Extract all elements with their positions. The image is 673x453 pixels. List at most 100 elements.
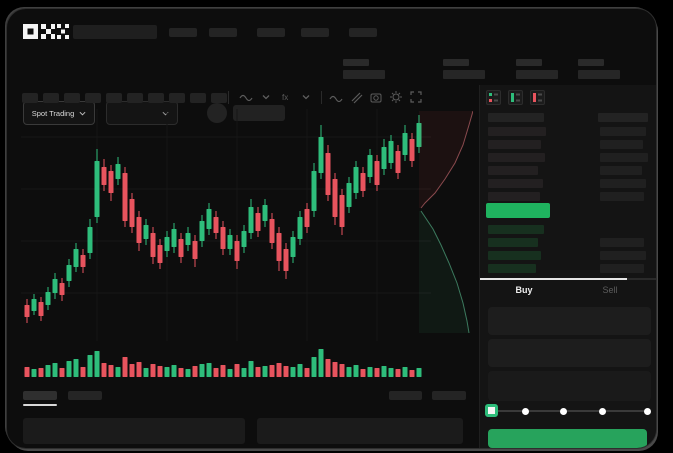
toolbar-divider xyxy=(321,91,322,104)
timeframe-button[interactable] xyxy=(64,93,80,103)
ask-price-placeholder xyxy=(488,166,538,175)
slider-stop[interactable] xyxy=(521,407,529,415)
timeframe-button[interactable] xyxy=(22,93,38,103)
timeframe-button[interactable] xyxy=(85,93,101,103)
ask-row[interactable] xyxy=(480,192,656,203)
trade-panel: Buy Sell xyxy=(479,85,656,448)
slider-stop[interactable] xyxy=(598,407,606,415)
total-input[interactable] xyxy=(488,371,651,401)
pair-selector-dropdown[interactable] xyxy=(106,101,178,125)
timeframe-button[interactable] xyxy=(211,93,227,103)
expand-icon[interactable] xyxy=(409,90,423,104)
stat-value-placeholder xyxy=(443,70,485,79)
ask-row[interactable] xyxy=(480,153,656,164)
candlestick-chart[interactable] xyxy=(21,109,473,387)
bottom-right-placeholder xyxy=(389,391,422,400)
bid-amount-placeholder xyxy=(600,264,644,273)
amount-slider-track[interactable] xyxy=(490,410,650,412)
ask-row[interactable] xyxy=(480,127,656,138)
nav-item-placeholder[interactable] xyxy=(301,28,329,37)
svg-text:fx: fx xyxy=(282,93,288,102)
amount-slider-handle[interactable] xyxy=(485,404,498,417)
bid-price-placeholder xyxy=(488,225,544,234)
ask-row[interactable] xyxy=(480,166,656,177)
ask-amount-placeholder xyxy=(600,153,648,162)
buy-order-button[interactable] xyxy=(488,429,647,448)
ask-amount-placeholder xyxy=(600,166,642,175)
bottom-tab-orders[interactable] xyxy=(23,391,57,400)
ask-amount-placeholder xyxy=(600,192,644,201)
stat-label-placeholder xyxy=(516,59,542,66)
price-input[interactable] xyxy=(488,307,651,335)
amount-slider-stops xyxy=(480,85,656,425)
wave-icon[interactable] xyxy=(239,90,253,104)
depth-profile xyxy=(419,111,473,333)
spot-trading-label: Spot Trading xyxy=(31,108,75,118)
bottom-right-placeholder xyxy=(432,391,466,400)
slider-stop[interactable] xyxy=(559,407,567,415)
gear-icon[interactable] xyxy=(389,90,403,104)
timeframe-button[interactable] xyxy=(169,93,185,103)
stat-label-placeholder xyxy=(343,59,369,66)
ask-amount-placeholder xyxy=(600,140,643,149)
ask-price-placeholder xyxy=(488,153,545,162)
candles-layer xyxy=(21,109,431,341)
camera-icon[interactable] xyxy=(369,90,383,104)
orderbook xyxy=(480,85,656,275)
nav-item-placeholder[interactable] xyxy=(349,28,377,37)
pair-coin-icon xyxy=(207,103,227,123)
timeframe-button[interactable] xyxy=(127,93,143,103)
line-icon[interactable] xyxy=(329,90,343,104)
buy-tab[interactable]: Buy xyxy=(515,285,533,295)
open-orders-panel xyxy=(23,418,245,444)
ask-row[interactable] xyxy=(480,140,656,151)
ruler-icon[interactable] xyxy=(349,90,363,104)
sell-tab[interactable]: Sell xyxy=(602,285,618,295)
ticker-stat xyxy=(516,59,562,81)
bid-row[interactable] xyxy=(480,264,656,275)
search-placeholder[interactable] xyxy=(73,25,157,39)
amount-input[interactable] xyxy=(488,339,651,367)
active-tab-indicator xyxy=(23,404,57,406)
function-icon[interactable]: fx xyxy=(279,90,293,104)
book-combined-icon[interactable] xyxy=(486,90,501,105)
app-window: Spot Trading fx Buy Sell xyxy=(6,8,657,449)
stat-label-placeholder xyxy=(578,59,604,66)
chevron-down-icon[interactable] xyxy=(259,90,273,104)
bid-row[interactable] xyxy=(480,238,656,249)
book-bids-icon[interactable] xyxy=(508,90,523,105)
ticker-stat xyxy=(578,59,624,81)
ticker-stat xyxy=(343,59,389,81)
tab-divider xyxy=(627,278,656,280)
book-asks-icon[interactable] xyxy=(530,90,545,105)
timeframe-button[interactable] xyxy=(43,93,59,103)
timeframe-button[interactable] xyxy=(190,93,206,103)
ask-row[interactable] xyxy=(480,179,656,190)
chevron-down-icon xyxy=(79,111,86,116)
bottom-tab-history[interactable] xyxy=(68,391,102,400)
chart-toolbar: fx xyxy=(7,9,656,109)
bid-row[interactable] xyxy=(480,225,656,236)
timeframe-button[interactable] xyxy=(106,93,122,103)
order-history-panel xyxy=(257,418,463,444)
okx-logo[interactable] xyxy=(23,24,69,39)
timeframe-button[interactable] xyxy=(148,93,164,103)
last-price-badge[interactable] xyxy=(486,203,550,218)
stat-value-placeholder xyxy=(343,70,385,79)
nav-item-placeholder[interactable] xyxy=(257,28,285,37)
spot-trading-dropdown[interactable]: Spot Trading xyxy=(23,101,95,125)
nav-item-placeholder[interactable] xyxy=(169,28,197,37)
toolbar-divider xyxy=(228,91,229,104)
stat-value-placeholder xyxy=(516,70,558,79)
ask-amount-placeholder xyxy=(600,179,646,188)
ticker-stat xyxy=(443,59,489,81)
slider-stop[interactable] xyxy=(643,407,651,415)
market-header: Spot Trading xyxy=(7,53,656,125)
bid-row[interactable] xyxy=(480,251,656,262)
nav-item-placeholder[interactable] xyxy=(209,28,237,37)
orderbook-view-switch xyxy=(480,85,656,111)
chevron-down-icon[interactable] xyxy=(299,90,313,104)
ask-price-placeholder xyxy=(488,127,546,136)
bid-price-placeholder xyxy=(488,238,538,247)
ticker-stats xyxy=(7,53,656,89)
